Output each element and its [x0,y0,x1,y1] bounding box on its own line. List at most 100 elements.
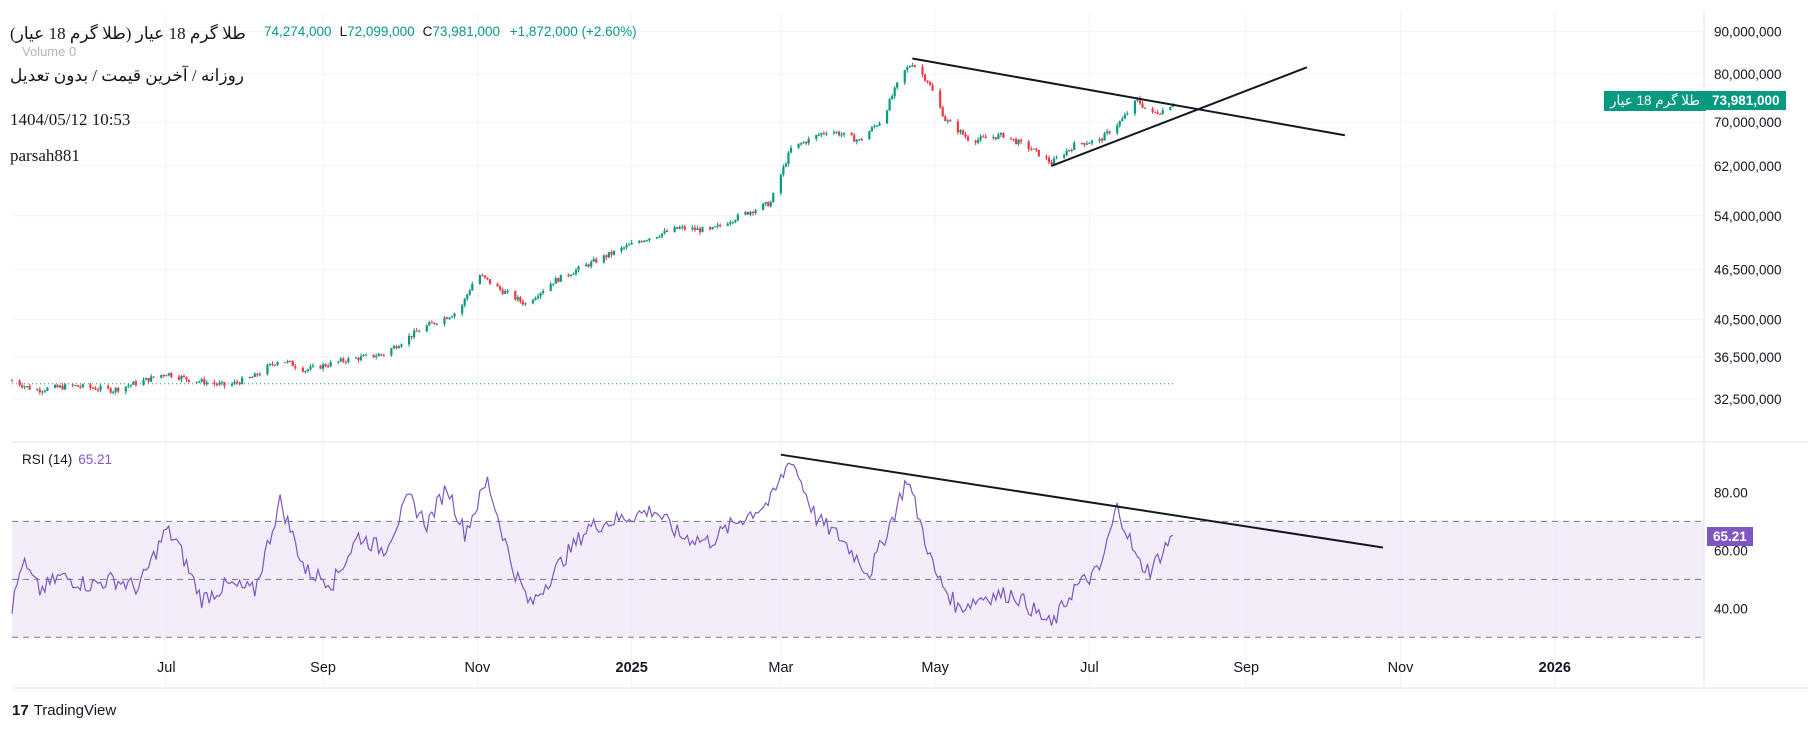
candle-body [681,226,684,228]
candle-body [587,264,590,267]
candle-body [1065,150,1068,156]
candle-body [708,227,712,230]
candle-body [1141,103,1144,108]
candle-body [435,323,438,325]
candle-body [321,364,325,369]
candle-body [534,297,537,300]
candle-body [698,228,702,233]
price-tick-label: 32,500,000 [1714,392,1782,407]
volume-readout: Volume 0 [22,44,76,59]
candle-body [324,364,327,367]
candle-body [893,87,896,97]
candle-body [407,335,411,345]
candle-body [1073,142,1076,151]
candle-body [433,322,436,324]
candle-body [875,125,879,127]
price-tick-label: 54,000,000 [1714,209,1782,224]
candle-body [941,107,944,117]
trendlines [780,57,1383,549]
candle-body [1037,149,1040,157]
candle-body [1047,157,1051,163]
candle-body [1159,113,1162,115]
candle-body [364,354,368,356]
candle-body [1063,155,1066,158]
ohlc-high-tail: 74,274,000 [264,24,332,39]
candle-body [726,224,729,226]
candle-body [311,365,315,367]
candle-body [167,373,170,376]
candle-body [559,274,562,282]
candle-body [38,389,41,393]
candle-body [832,132,836,134]
candle-body [218,382,221,385]
candle-body [595,259,598,263]
candle-body [382,354,385,356]
candle-body [767,202,770,207]
candle-body [744,212,747,215]
candle-body [253,373,256,378]
candle-body [1009,137,1013,139]
candle-body [466,294,469,299]
candle-body [132,381,135,385]
candle-body [36,389,39,391]
candle-body [658,236,661,238]
candle-body [354,357,358,359]
candle-body [762,203,765,210]
candle-body [200,379,203,382]
candle-body [488,279,492,284]
candle-body [306,369,310,372]
tradingview-logo[interactable]: 17 TradingView [12,702,116,719]
x-tick-label: Sep [1233,660,1259,676]
candle-body [23,386,26,388]
price-tick-label: 36,500,000 [1714,350,1782,365]
candle-body [514,291,517,300]
x-tick-label: 2026 [1539,660,1571,676]
candle-body [607,252,610,258]
candle-body [1161,110,1164,114]
candle-body [569,274,573,276]
candle-body [959,130,962,133]
candle-body [999,133,1002,135]
candle-body [870,127,874,132]
candle-body [165,375,168,377]
candle-body [501,289,504,294]
candle-body [233,381,236,384]
candle-body [284,362,287,364]
candle-body [683,226,686,230]
candle-body [516,297,519,300]
candle-body [112,391,115,393]
candle-body [375,356,378,358]
candle-body [26,385,29,387]
candle-body [372,354,375,358]
candle-body [195,381,198,383]
candle-body [719,224,722,226]
candle-body [506,291,509,293]
candle-body [430,322,433,324]
candle-body [663,230,666,234]
grid [12,12,1704,688]
candle-body [977,139,980,143]
candle-body [678,227,681,229]
candle-body [286,360,289,363]
candle-body [939,90,942,108]
rsi-band [12,520,1704,638]
candle-body [610,252,613,255]
candle-body [1002,133,1005,138]
candle-body [908,66,911,68]
candle-body [557,278,560,282]
candle-body [714,226,717,228]
candle-body [539,292,542,297]
candle-body [79,386,82,388]
candle-body [926,80,929,83]
candle-body [418,331,421,333]
candle-body [574,269,578,274]
candle-body [805,142,808,144]
candle-body [180,375,183,380]
candle-body [585,264,588,267]
volume-value: 0 [69,44,77,59]
candle-body [1085,143,1088,145]
candle-body [445,317,449,319]
candle-body [380,354,383,356]
candle-body [1090,140,1094,144]
